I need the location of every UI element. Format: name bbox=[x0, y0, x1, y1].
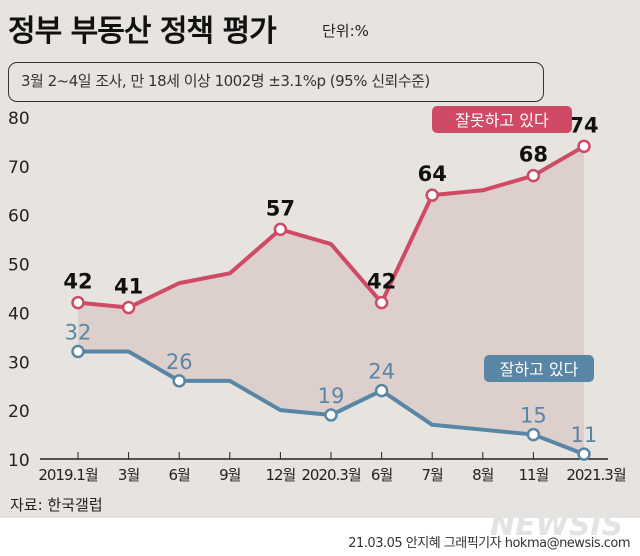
x-tick-label: 2020.3월 bbox=[301, 466, 360, 484]
legend-label: 잘못하고 있다 bbox=[455, 111, 549, 130]
x-tick-label: 9월 bbox=[219, 466, 241, 484]
data-point bbox=[577, 139, 591, 154]
data-label: 64 bbox=[418, 162, 447, 186]
data-label: 74 bbox=[569, 113, 598, 137]
data-label: 42 bbox=[63, 270, 92, 294]
credit-line: 21.03.05 안지혜 그래픽기자 hokma@newsis.com bbox=[348, 536, 630, 551]
unit-label: 단위:% bbox=[322, 22, 369, 40]
chart-title: 정부 부동산 정책 평가 bbox=[8, 14, 277, 49]
y-tick-label: 20 bbox=[8, 402, 30, 422]
y-tick-label: 60 bbox=[8, 207, 30, 227]
x-tick-label: 2019.1월 bbox=[38, 466, 97, 484]
data-point bbox=[172, 374, 186, 388]
data-label: 32 bbox=[65, 321, 92, 345]
x-tick-label: 6월 bbox=[169, 466, 191, 484]
data-point bbox=[374, 295, 389, 310]
legend-box bbox=[432, 106, 572, 133]
data-label: 41 bbox=[114, 275, 143, 299]
y-tick-label: 10 bbox=[8, 451, 30, 471]
data-point bbox=[577, 447, 591, 461]
data-label: 11 bbox=[571, 423, 598, 447]
data-point bbox=[121, 300, 136, 315]
gap-area bbox=[78, 146, 584, 455]
y-tick-label: 80 bbox=[8, 109, 30, 129]
x-tick-label: 8월 bbox=[472, 466, 494, 484]
data-label: 24 bbox=[368, 360, 395, 384]
data-label: 42 bbox=[367, 270, 396, 294]
series-line bbox=[77, 144, 586, 310]
data-point bbox=[324, 408, 338, 422]
legend-label: 잘하고 있다 bbox=[500, 360, 579, 379]
data-point bbox=[425, 188, 439, 202]
x-tick-label: 3월 bbox=[118, 466, 140, 484]
y-tick-label: 40 bbox=[8, 304, 30, 324]
data-label: 68 bbox=[519, 143, 548, 167]
watermark-logo: NEWSIS bbox=[490, 508, 624, 543]
x-tick-label: 2021.3월 bbox=[566, 466, 625, 484]
data-point bbox=[374, 383, 389, 398]
data-point bbox=[273, 222, 288, 237]
data-label: 15 bbox=[520, 404, 547, 428]
x-tick-label: 12월 bbox=[265, 466, 295, 484]
x-tick-label: 11월 bbox=[518, 466, 548, 484]
survey-note: 3월 2~4일 조사, 만 18세 이상 1002명 ±3.1%p (95% 신… bbox=[8, 62, 544, 102]
y-tick-label: 30 bbox=[8, 353, 30, 373]
data-point bbox=[71, 295, 85, 310]
legend-box bbox=[484, 355, 594, 382]
x-tick-label: 7월 bbox=[422, 466, 444, 484]
data-point bbox=[71, 344, 85, 359]
source-label: 자료: 한국갤럽 bbox=[10, 496, 103, 514]
y-tick-label: 70 bbox=[8, 158, 30, 178]
y-tick-label: 50 bbox=[8, 256, 30, 276]
x-tick-label: 6월 bbox=[371, 466, 393, 484]
data-label: 19 bbox=[318, 384, 345, 408]
data-label: 57 bbox=[266, 196, 295, 220]
data-label: 26 bbox=[166, 350, 193, 374]
data-point bbox=[526, 168, 541, 183]
data-point bbox=[526, 427, 541, 442]
